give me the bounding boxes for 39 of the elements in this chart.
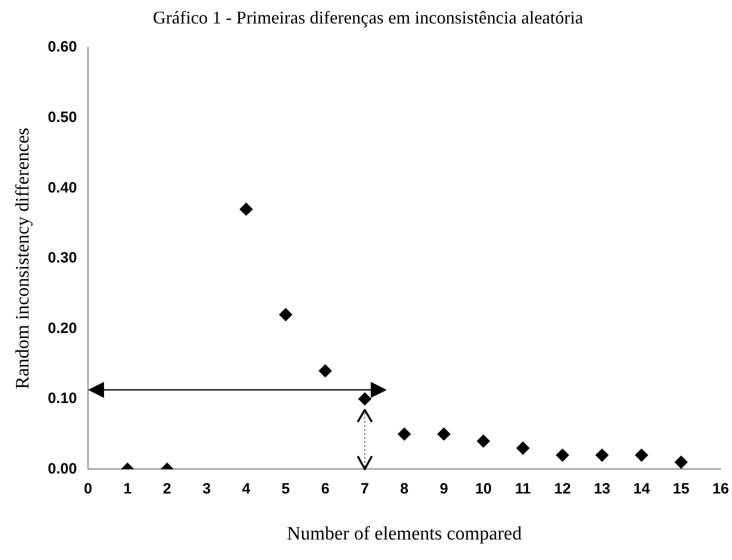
x-tick-label: 16 bbox=[712, 480, 729, 498]
x-tick-label: 8 bbox=[400, 480, 408, 498]
x-tick-label: 2 bbox=[162, 480, 172, 498]
x-axis-title: Number of elements compared bbox=[286, 524, 522, 545]
x-tick-label: 6 bbox=[321, 480, 330, 498]
x-tick-label: 10 bbox=[475, 480, 492, 498]
x-tick-label: 15 bbox=[672, 480, 690, 498]
point bbox=[279, 308, 292, 322]
x-tick-label: 5 bbox=[282, 480, 290, 498]
point bbox=[516, 442, 530, 455]
point bbox=[596, 448, 609, 462]
x-tick-label: 12 bbox=[554, 480, 571, 498]
point bbox=[358, 392, 372, 406]
point bbox=[240, 202, 253, 216]
y-tick-label: 0.10 bbox=[48, 390, 77, 408]
x-tick-label: 1 bbox=[123, 480, 132, 498]
y-tick-label: 0.20 bbox=[48, 320, 77, 337]
y-tick-label: 0.50 bbox=[48, 109, 77, 126]
y-tick-label: 0.40 bbox=[48, 179, 77, 196]
y-tick-label: 0.00 bbox=[48, 460, 77, 478]
point bbox=[674, 456, 688, 469]
x-tick-label: 7 bbox=[360, 480, 369, 498]
x-tick-label: 4 bbox=[242, 480, 251, 498]
point bbox=[398, 428, 411, 441]
point bbox=[556, 448, 569, 462]
point bbox=[635, 448, 648, 462]
point bbox=[318, 364, 332, 378]
x-tick-label: 14 bbox=[633, 480, 651, 498]
y-tick-label: 0.30 bbox=[48, 250, 77, 267]
chart-title: Gráfico 1 - Primeiras diferenças em inconsistência aleatória bbox=[152, 8, 584, 28]
point bbox=[476, 434, 490, 448]
y-tick-label: 0.60 bbox=[48, 38, 77, 56]
x-tick-label: 11 bbox=[515, 480, 531, 498]
x-tick-label: 13 bbox=[594, 480, 610, 498]
x-tick-label: 3 bbox=[202, 480, 211, 498]
point bbox=[437, 428, 450, 441]
x-tick-label: 0 bbox=[84, 480, 92, 498]
y-axis-title: Random inconsistency differences bbox=[12, 128, 34, 390]
x-tick-label: 9 bbox=[440, 480, 448, 498]
